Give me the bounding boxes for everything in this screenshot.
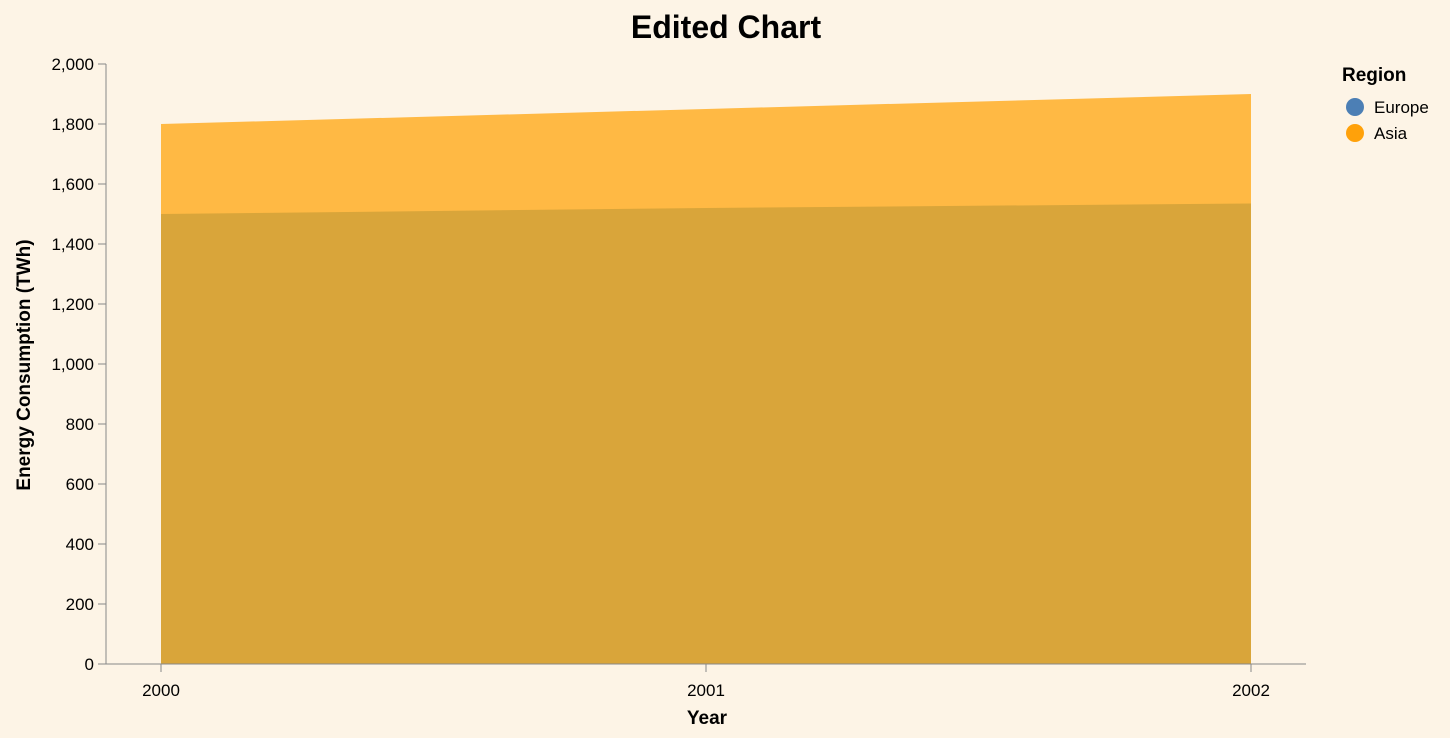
y-tick-label: 1,800 xyxy=(51,115,94,134)
legend: Region Europe Asia xyxy=(1342,65,1429,143)
x-axis: 2000 2001 2002 xyxy=(106,663,1306,700)
legend-swatch-europe xyxy=(1346,98,1364,116)
y-tick-label: 1,200 xyxy=(51,295,94,314)
legend-title: Region xyxy=(1342,65,1406,86)
legend-label-asia: Asia xyxy=(1374,124,1408,143)
y-tick-label: 0 xyxy=(85,655,94,674)
y-tick-label: 1,400 xyxy=(51,235,94,254)
x-tick-label: 2002 xyxy=(1232,681,1270,700)
y-tick-label: 2,000 xyxy=(51,55,94,74)
y-axis-title: Energy Consumption (TWh) xyxy=(14,239,35,490)
y-tick-label: 200 xyxy=(66,595,94,614)
y-tick-label: 1,600 xyxy=(51,175,94,194)
legend-label-europe: Europe xyxy=(1374,98,1429,117)
legend-swatch-asia xyxy=(1346,124,1364,142)
y-tick-label: 800 xyxy=(66,415,94,434)
y-tick-label: 400 xyxy=(66,535,94,554)
y-axis: 0 200 400 600 800 1,000 1,200 1,400 1,600 1,800 2,… xyxy=(51,55,107,674)
chart-title: Edited Chart xyxy=(631,9,822,45)
y-tick-label: 600 xyxy=(66,475,94,494)
x-tick-label: 2001 xyxy=(687,681,725,700)
y-tick-label: 1,000 xyxy=(51,355,94,374)
x-tick-label: 2000 xyxy=(142,681,180,700)
x-axis-title: Year xyxy=(687,708,728,729)
area-europe xyxy=(161,203,1251,664)
area-series-group xyxy=(161,94,1251,664)
